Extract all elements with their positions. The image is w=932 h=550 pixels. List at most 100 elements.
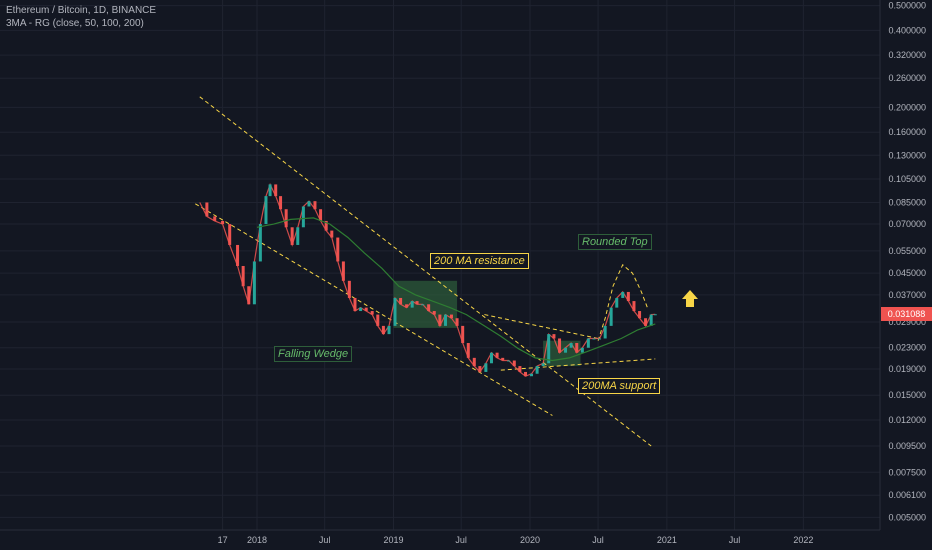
candle bbox=[518, 366, 522, 372]
candle bbox=[228, 224, 232, 245]
candle bbox=[564, 347, 568, 353]
chart-title: Ethereum / Bitcoin, 1D, BINANCE bbox=[6, 5, 157, 16]
candle bbox=[421, 304, 425, 306]
candle bbox=[638, 311, 642, 319]
candle bbox=[290, 227, 294, 245]
rounded-top-label: Rounded Top bbox=[578, 234, 652, 250]
zone-boxes bbox=[393, 280, 581, 367]
y-tick-label: 0.005000 bbox=[888, 512, 926, 522]
y-tick-label: 0.085000 bbox=[888, 197, 926, 207]
candle bbox=[241, 265, 245, 287]
candle bbox=[364, 307, 368, 312]
y-tick-label: 0.029000 bbox=[888, 317, 926, 327]
y-tick-label: 0.200000 bbox=[888, 102, 926, 112]
candle bbox=[387, 325, 391, 335]
candle bbox=[575, 343, 579, 353]
candle bbox=[524, 371, 528, 377]
candle bbox=[213, 216, 217, 221]
candle bbox=[547, 334, 551, 364]
x-tick-label: 17 bbox=[218, 535, 228, 545]
candle bbox=[330, 230, 334, 238]
y-tick-label: 0.019000 bbox=[888, 364, 926, 374]
candle bbox=[632, 301, 636, 312]
y-tick-label: 0.023000 bbox=[888, 343, 926, 353]
candle bbox=[484, 363, 488, 372]
candle bbox=[507, 360, 511, 362]
x-tick-label: 2022 bbox=[793, 535, 813, 545]
ma-200-line bbox=[256, 217, 656, 362]
candle bbox=[313, 201, 317, 210]
candle bbox=[432, 311, 436, 315]
candle bbox=[296, 227, 300, 245]
candle bbox=[284, 209, 288, 228]
candle bbox=[580, 347, 584, 353]
candle bbox=[393, 297, 397, 326]
candle bbox=[495, 352, 499, 358]
candle bbox=[399, 297, 403, 305]
y-tick-label: 0.045000 bbox=[888, 268, 926, 278]
trendlines bbox=[195, 96, 656, 447]
candle bbox=[644, 318, 648, 326]
candle bbox=[370, 311, 374, 315]
candle bbox=[336, 237, 340, 262]
y-tick-label: 0.130000 bbox=[888, 150, 926, 160]
candle bbox=[405, 304, 409, 308]
y-tick-label: 0.160000 bbox=[888, 127, 926, 137]
triangle-lower bbox=[500, 358, 656, 371]
candle bbox=[410, 301, 414, 308]
candle bbox=[609, 307, 613, 326]
candle bbox=[319, 209, 323, 221]
candle bbox=[415, 301, 419, 305]
triangle-upper bbox=[484, 314, 599, 339]
up-arrow-icon bbox=[682, 290, 698, 307]
candle bbox=[649, 314, 653, 326]
last-price-tag: 0.031088 bbox=[881, 307, 932, 322]
candle bbox=[489, 352, 493, 364]
candle bbox=[264, 196, 268, 225]
candle bbox=[535, 366, 539, 374]
candle bbox=[236, 244, 240, 266]
candle bbox=[252, 261, 256, 305]
series bbox=[199, 182, 657, 377]
candle bbox=[592, 338, 596, 340]
candle bbox=[501, 357, 505, 361]
candle bbox=[586, 338, 590, 348]
candle bbox=[615, 297, 619, 308]
up-arrow-shape bbox=[682, 290, 698, 307]
candle bbox=[274, 184, 278, 197]
candle bbox=[621, 291, 625, 298]
candle bbox=[512, 360, 516, 367]
candle bbox=[478, 366, 482, 372]
candle bbox=[569, 343, 573, 348]
y-tick-label: 0.260000 bbox=[888, 73, 926, 83]
candle bbox=[598, 338, 602, 340]
ma-resistance-label: 200 MA resistance bbox=[430, 253, 529, 269]
rounded-top-curve bbox=[597, 263, 648, 341]
indicator-label: 3MA - RG (close, 50, 100, 200) bbox=[6, 18, 144, 29]
candle bbox=[529, 373, 533, 377]
y-tick-label: 0.012000 bbox=[888, 415, 926, 425]
x-tick-label: 2020 bbox=[520, 535, 540, 545]
candle bbox=[455, 318, 459, 326]
candle bbox=[558, 338, 562, 353]
candle bbox=[449, 314, 453, 319]
x-tick-label: 2021 bbox=[657, 535, 677, 545]
x-tick-label: Jul bbox=[455, 535, 467, 545]
candle bbox=[653, 314, 657, 316]
candle bbox=[301, 206, 305, 228]
candle bbox=[443, 314, 447, 326]
y-tick-label: 0.006100 bbox=[888, 490, 926, 500]
candle bbox=[427, 304, 431, 312]
y-tick-label: 0.055000 bbox=[888, 246, 926, 256]
candle bbox=[353, 297, 357, 312]
candle bbox=[626, 291, 630, 302]
candle bbox=[324, 220, 328, 231]
candle bbox=[341, 261, 345, 281]
y-tick-label: 0.037000 bbox=[888, 290, 926, 300]
candle bbox=[552, 334, 556, 339]
y-tick-label: 0.320000 bbox=[888, 50, 926, 60]
y-tick-label: 0.015000 bbox=[888, 390, 926, 400]
